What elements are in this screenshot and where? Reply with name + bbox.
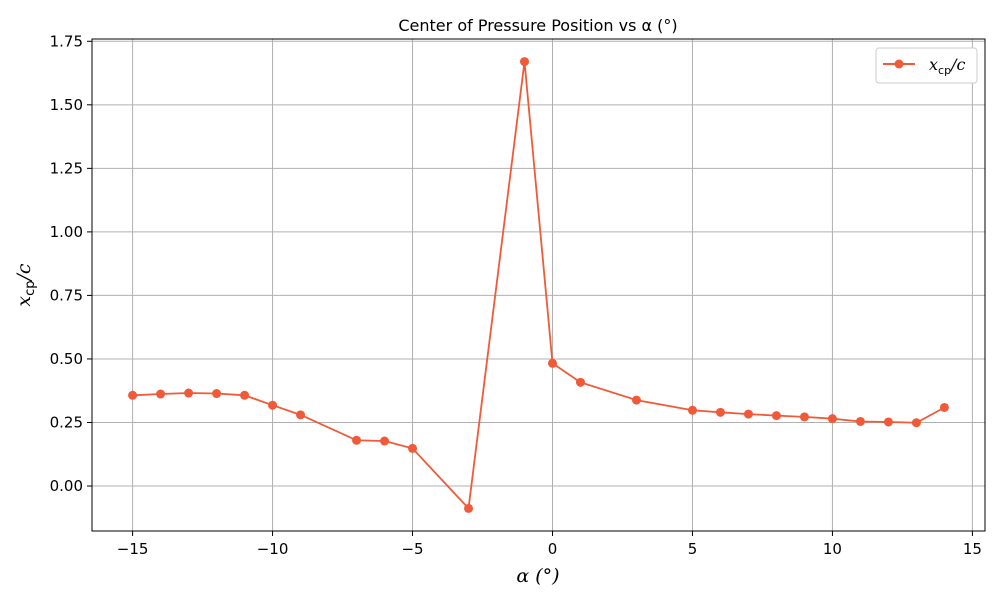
y-axis-ticks: 0.00 0.25 0.50 0.75 1.00 1.25 1.50 1.75 bbox=[50, 32, 92, 495]
y-tick-label: 0.75 bbox=[50, 286, 83, 304]
chart-title: Center of Pressure Position vs α (°) bbox=[398, 16, 677, 35]
y-tick-label: 1.00 bbox=[50, 223, 83, 241]
data-point bbox=[939, 402, 949, 412]
data-point bbox=[911, 418, 921, 428]
data-point bbox=[771, 411, 781, 421]
data-point bbox=[687, 405, 697, 415]
data-point bbox=[743, 409, 753, 419]
data-point bbox=[799, 412, 809, 422]
data-point bbox=[212, 389, 222, 399]
y-tick-label: 1.25 bbox=[50, 159, 83, 177]
data-point bbox=[827, 414, 837, 424]
y-tick-label: 0.50 bbox=[50, 350, 83, 368]
x-axis-label: α (°) bbox=[516, 565, 559, 587]
legend-entry-xcp-over-c: xcp/c bbox=[929, 55, 965, 77]
data-point bbox=[380, 436, 390, 446]
y-tick-label: 0.25 bbox=[50, 413, 83, 431]
plot-frame bbox=[91, 38, 986, 532]
x-axis-ticks: −15 −10 −5 0 5 10 15 bbox=[117, 531, 982, 558]
data-point bbox=[408, 443, 418, 453]
series-line bbox=[132, 61, 945, 511]
data-point bbox=[240, 390, 250, 400]
y-axis-label: xcp/c bbox=[13, 263, 38, 307]
data-point bbox=[296, 410, 306, 420]
x-tick-label: −15 bbox=[117, 540, 149, 558]
data-point bbox=[268, 400, 278, 410]
x-tick-label: −5 bbox=[401, 540, 423, 558]
x-tick-label: 5 bbox=[688, 540, 698, 558]
series-xcp-over-c bbox=[128, 57, 949, 513]
data-point bbox=[715, 407, 725, 417]
data-point bbox=[883, 417, 893, 427]
data-point bbox=[184, 388, 194, 398]
data-point bbox=[855, 416, 865, 426]
x-tick-label: 15 bbox=[963, 540, 982, 558]
data-point bbox=[352, 435, 362, 445]
x-tick-label: −10 bbox=[257, 540, 289, 558]
y-tick-label: 1.75 bbox=[50, 32, 83, 50]
data-point bbox=[631, 395, 641, 405]
grid bbox=[92, 39, 985, 531]
x-tick-label: 0 bbox=[548, 540, 558, 558]
data-point bbox=[156, 389, 166, 399]
legend-box bbox=[875, 47, 978, 84]
x-tick-label: 10 bbox=[823, 540, 842, 558]
legend-marker-swatch bbox=[894, 59, 904, 69]
data-point bbox=[520, 57, 530, 67]
y-tick-label: 1.50 bbox=[50, 96, 83, 114]
data-point bbox=[464, 503, 474, 513]
data-point bbox=[575, 377, 585, 387]
legend: xcp/c bbox=[875, 47, 978, 84]
data-point bbox=[547, 358, 557, 368]
data-point bbox=[128, 390, 138, 400]
y-tick-label: 0.00 bbox=[50, 477, 83, 495]
